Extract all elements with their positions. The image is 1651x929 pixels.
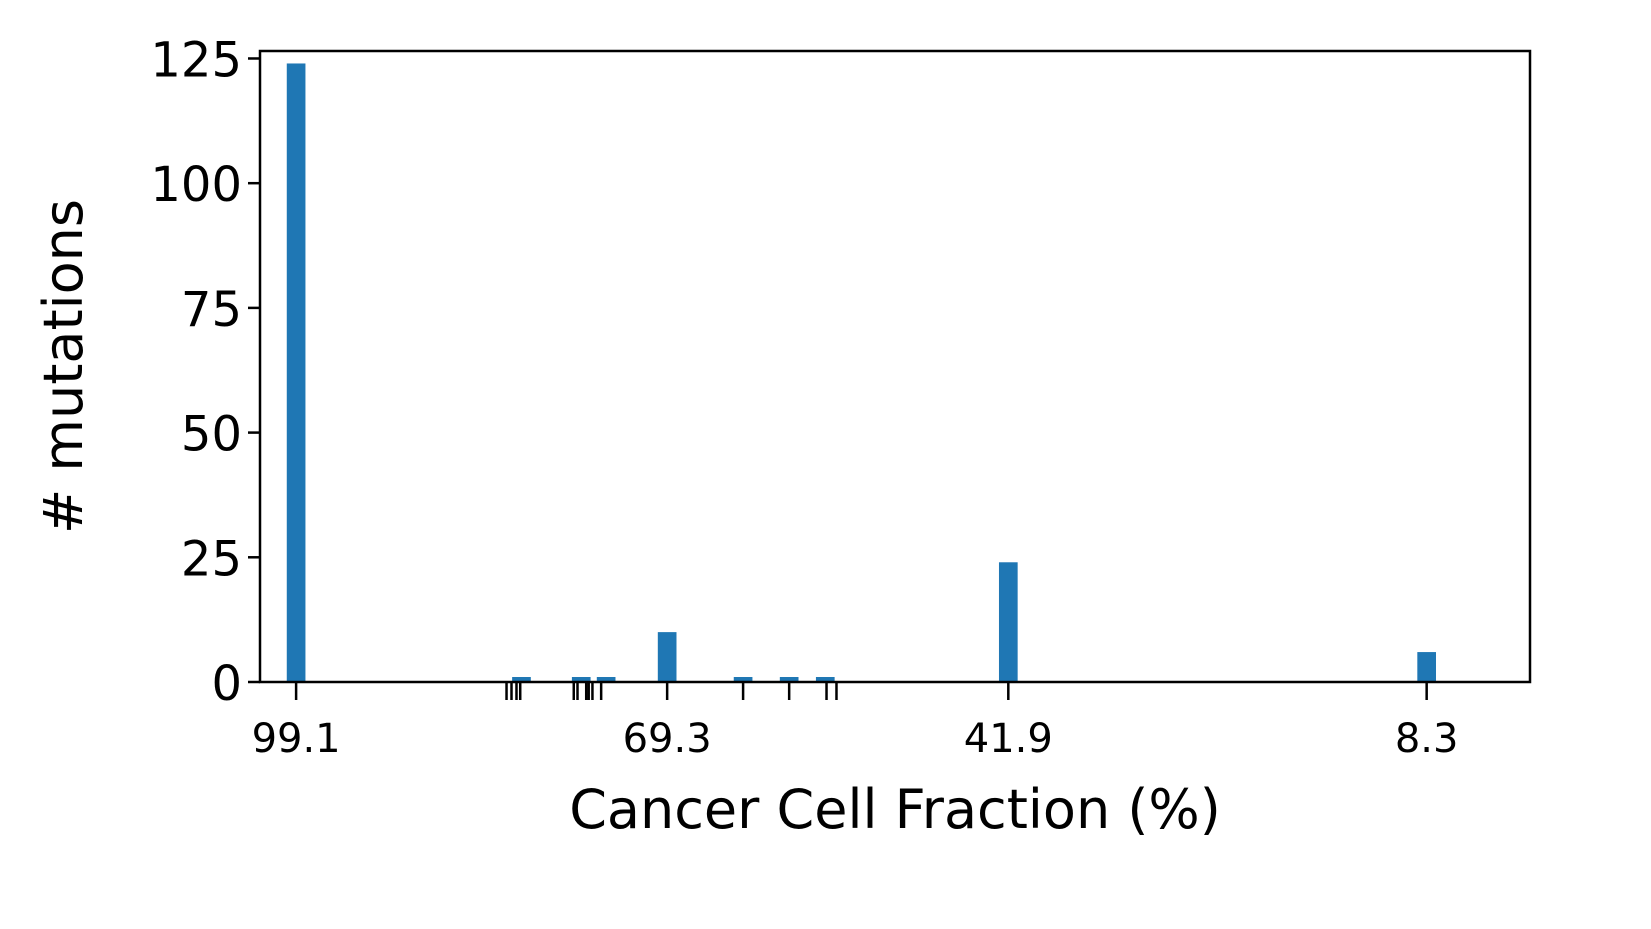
y-tick-label: 0 <box>211 656 242 712</box>
y-tick-label: 125 <box>150 32 242 88</box>
bar <box>512 677 531 682</box>
x-tick-label: 41.9 <box>964 716 1053 762</box>
y-tick-label: 25 <box>181 531 242 587</box>
y-tick-label: 50 <box>181 407 242 463</box>
bar <box>815 677 835 682</box>
bar <box>779 677 799 682</box>
x-tick-label: 69.3 <box>623 716 712 762</box>
x-axis: 99.1 69.3 41.9 8.3 <box>252 682 1459 762</box>
plot-frame <box>258 49 1532 684</box>
bar <box>1417 652 1436 682</box>
bar <box>596 677 616 682</box>
y-tick-label: 100 <box>150 157 242 213</box>
bar <box>998 562 1018 682</box>
bars-layer <box>286 63 1436 683</box>
x-tick-label: 8.3 <box>1395 716 1459 762</box>
x-tick-label: 99.1 <box>252 716 341 762</box>
y-axis-label: # mutations <box>32 199 95 534</box>
bar <box>657 632 677 682</box>
y-tick-label: 75 <box>181 282 242 338</box>
y-axis: 0 25 50 75 100 125 <box>150 32 260 712</box>
bar <box>286 63 306 683</box>
minor-ticks-layer <box>505 682 838 700</box>
bar <box>571 677 591 682</box>
bar <box>733 677 753 682</box>
x-axis-label: Cancer Cell Fraction (%) <box>569 778 1221 841</box>
